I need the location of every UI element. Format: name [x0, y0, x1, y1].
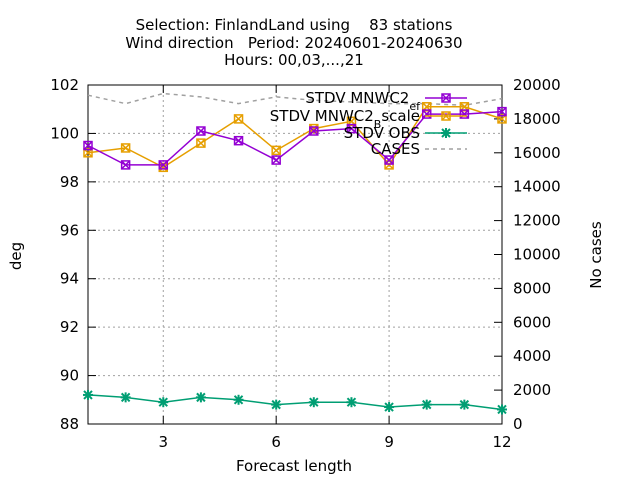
axis-ticks: 8890929496981001020200040006000800010000…	[50, 76, 560, 451]
legend-label: STDV MNWC2ef	[305, 89, 421, 113]
data-point	[384, 155, 394, 165]
y2-tick-label: 0	[513, 415, 523, 433]
title-line-2: Wind direction Period: 20240601-20240630	[125, 34, 462, 52]
data-point	[120, 392, 131, 403]
title-line-1: Selection: FinlandLand using 83 stations	[136, 16, 453, 34]
y2-tick-label: 2000	[513, 381, 551, 399]
legend-label: STDV OBS	[344, 124, 420, 142]
data-point	[309, 126, 319, 136]
data-point	[459, 399, 470, 410]
series-2	[83, 389, 507, 415]
legend-label: STDV MNWC2Bscale	[270, 107, 420, 131]
data-point	[196, 126, 206, 136]
series-line	[87, 110, 503, 166]
data-point	[271, 155, 281, 165]
legend-marker	[441, 93, 451, 103]
data-point	[346, 397, 357, 408]
data-point	[233, 135, 244, 146]
y-tick-label: 92	[60, 318, 79, 336]
y-tick-label: 98	[60, 173, 79, 191]
series-3	[87, 92, 503, 107]
data-point	[158, 397, 169, 408]
data-point	[83, 389, 93, 400]
legend-entry-0: STDV MNWC2ef	[305, 89, 467, 113]
data-point	[421, 109, 432, 119]
x-tick-label: 6	[271, 433, 281, 451]
y-tick-label: 88	[60, 415, 79, 433]
legend-label: CASES	[371, 140, 420, 158]
y2-tick-label: 10000	[513, 246, 561, 264]
data-point	[83, 140, 93, 151]
data-point	[308, 397, 319, 408]
x-axis-label: Forecast length	[236, 457, 352, 475]
data-point	[497, 404, 507, 415]
y-axis-label: deg	[7, 242, 25, 270]
x-tick-label: 9	[384, 433, 394, 451]
plot-frame	[87, 84, 503, 425]
x-tick-label: 3	[158, 433, 168, 451]
y-tick-label: 100	[50, 124, 79, 142]
chart-title: Selection: FinlandLand using 83 stations…	[125, 16, 462, 69]
y2-tick-label: 18000	[513, 110, 561, 128]
data-point	[346, 123, 357, 134]
data-point	[233, 114, 244, 124]
data-point	[195, 392, 206, 403]
x-tick-label: 12	[492, 433, 511, 451]
series-line	[87, 92, 503, 107]
y2-tick-label: 8000	[513, 279, 551, 297]
y2-tick-label: 12000	[513, 212, 561, 230]
y2-tick-label: 20000	[513, 76, 561, 94]
series-line	[87, 106, 503, 169]
legend-marker	[441, 111, 451, 121]
y2-axis-label: No cases	[587, 221, 605, 289]
data-point	[384, 402, 395, 413]
y-tick-label: 96	[60, 221, 79, 239]
legend-marker	[441, 128, 451, 138]
y2-tick-label: 4000	[513, 347, 551, 365]
data-point	[497, 106, 507, 117]
y2-tick-label: 6000	[513, 313, 551, 331]
data-point	[271, 399, 282, 410]
data-point	[120, 143, 131, 153]
y-tick-label: 90	[60, 367, 79, 385]
data-point	[120, 160, 131, 170]
y-tick-label: 102	[50, 76, 79, 94]
data-point	[196, 138, 206, 148]
y2-tick-label: 14000	[513, 178, 561, 196]
data-point	[158, 160, 169, 170]
series-layer	[83, 92, 507, 415]
series-0	[83, 106, 507, 170]
legend-entry-3: CASES	[371, 140, 467, 158]
grid	[88, 85, 502, 424]
title-line-3: Hours: 00,03,...,21	[224, 51, 364, 69]
y-tick-label: 94	[60, 270, 79, 288]
legend-entry-2: STDV OBS	[344, 124, 467, 142]
data-point	[271, 145, 281, 156]
y2-tick-label: 16000	[513, 144, 561, 162]
data-point	[421, 399, 432, 410]
data-point	[233, 394, 244, 405]
series-line	[87, 394, 503, 411]
legend-entry-1: STDV MNWC2Bscale	[270, 107, 467, 131]
